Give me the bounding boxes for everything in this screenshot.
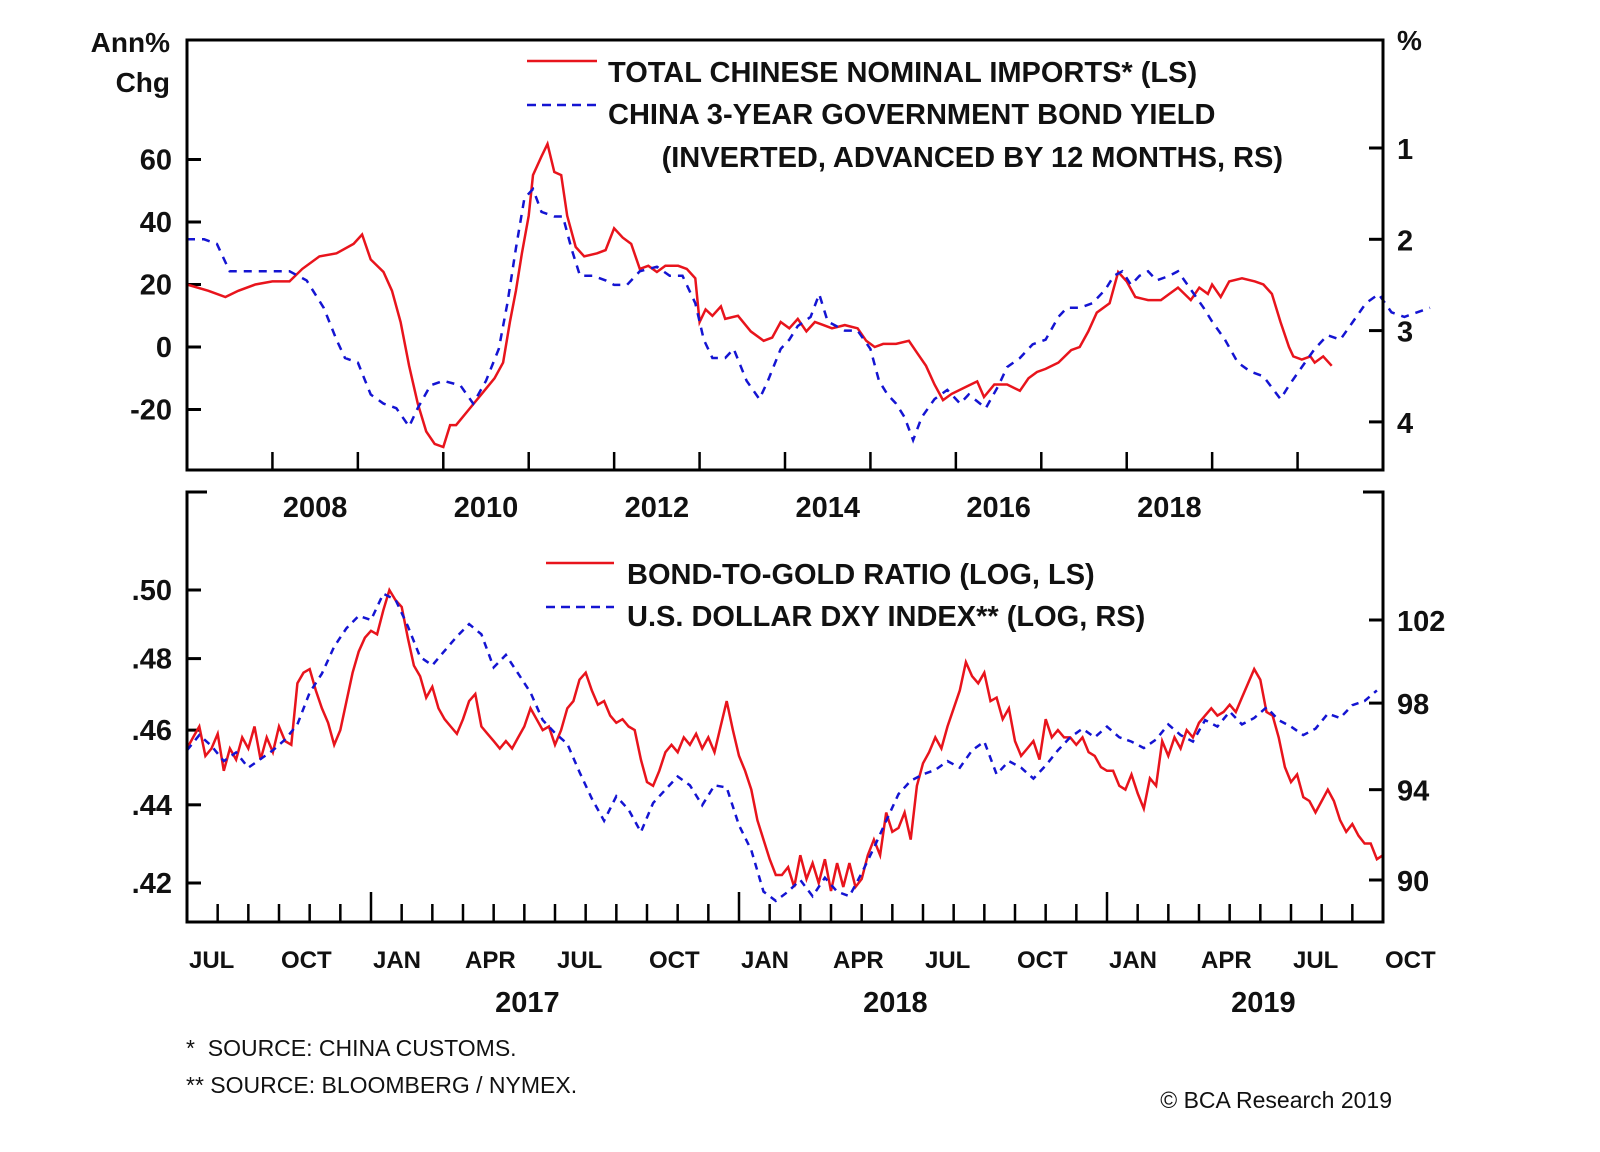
top-right-axis-label: % [1397,25,1422,56]
bottom-left-tick-label: .44 [132,790,172,822]
top-right-tick-label: 3 [1397,317,1413,349]
bottom-x-month-label: OCT [1385,947,1436,974]
legend-label-dxy: U.S. DOLLAR DXY INDEX** (LOG, RS) [627,601,1145,633]
top-plot-frame [185,38,1385,472]
bottom-x-axis-ticks [216,892,1354,922]
legend-label-imports: TOTAL CHINESE NOMINAL IMPORTS* (LS) [608,57,1197,89]
top-right-tick-label: 2 [1397,225,1413,257]
bottom-right-tick-label: 98 [1397,689,1429,721]
series-line-dxy-index [186,592,1378,903]
bottom-right-tick-label: 102 [1397,606,1445,638]
copyright: © BCA Research 2019 [1160,1087,1392,1113]
bottom-right-tick-label: 94 [1397,776,1429,808]
footnote-bloomberg: ** SOURCE: BLOOMBERG / NYMEX. [186,1072,577,1098]
bottom-x-month-label: JAN [373,947,421,974]
series-line-bond-to-gold-ratio [185,586,1384,892]
bottom-x-month-label: JUL [925,947,970,974]
bottom-x-year-label: 2018 [863,987,928,1019]
top-x-tick-label: 2012 [625,492,690,524]
bottom-plot-frame [185,490,1385,924]
top-right-axis-ticks: 1 2 3 4 [1369,134,1413,440]
bottom-left-tick-label: .50 [132,575,172,607]
top-left-tick-label: 0 [156,332,172,364]
top-right-tick-label: 1 [1397,134,1413,166]
top-left-tick-label: 40 [140,207,172,239]
bottom-left-tick-label: .48 [132,644,172,676]
bottom-x-month-label: JAN [1109,947,1157,974]
bottom-x-year-label: 2017 [495,987,560,1019]
bottom-x-axis-labels: JUL OCT JAN APR JUL OCT JAN APR JUL OCT JAN APR JUL O… [189,947,1436,1019]
bottom-x-month-label: OCT [649,947,700,974]
legend-label-bond-gold: BOND-TO-GOLD RATIO (LOG, LS) [627,559,1095,591]
top-left-axis-label-line2: Chg [116,67,170,98]
bottom-x-month-label: JUL [1293,947,1338,974]
bottom-left-tick-label: .42 [132,868,172,900]
bottom-legend: BOND-TO-GOLD RATIO (LOG, LS) U.S. DOLLAR… [546,559,1145,633]
top-x-tick-label: 2018 [1137,492,1202,524]
top-left-tick-label: 60 [140,145,172,177]
bottom-left-tick-label: .46 [132,715,172,747]
top-left-tick-label: -20 [130,395,172,427]
top-x-tick-label: 2014 [795,492,860,524]
top-x-axis-labels: 2008 2010 2012 2014 2016 2018 [283,492,1202,524]
bottom-x-month-label: APR [1201,947,1252,974]
bottom-right-axis-ticks: 102 98 94 90 [1369,606,1445,898]
top-x-axis-ticks [271,452,1299,470]
top-x-tick-label: 2008 [283,492,348,524]
top-x-tick-label: 2010 [454,492,519,524]
bottom-x-month-label: APR [465,947,516,974]
legend-label-bond-yield-line1: CHINA 3-YEAR GOVERNMENT BOND YIELD [608,99,1215,131]
bottom-x-month-label: JAN [741,947,789,974]
bottom-left-axis-ticks: .50 .48 .46 .44 .42 [132,575,201,900]
top-left-axis-label-line1: Ann% [91,27,170,58]
top-x-tick-label: 2016 [966,492,1031,524]
top-legend: TOTAL CHINESE NOMINAL IMPORTS* (LS) CHIN… [527,57,1283,174]
series-line-chinese-imports [186,140,1333,449]
top-right-tick-label: 4 [1397,408,1413,440]
bottom-right-tick-label: 90 [1397,866,1429,898]
footnote-china-customs: * SOURCE: CHINA CUSTOMS. [186,1035,517,1061]
bottom-x-year-label: 2019 [1231,987,1296,1019]
bottom-series-group [185,586,1384,903]
top-series-group [186,140,1431,449]
top-left-tick-label: 20 [140,270,172,302]
bottom-x-month-label: JUL [557,947,602,974]
legend-label-bond-yield-line2: (INVERTED, ADVANCED BY 12 MONTHS, RS) [662,142,1283,174]
top-left-axis-ticks: 60 40 20 0 -20 [130,145,201,427]
bottom-x-month-label: OCT [1017,947,1068,974]
series-line-china-3yr-bond-yield [187,186,1431,444]
bottom-x-month-label: JUL [189,947,234,974]
bottom-x-month-label: APR [833,947,884,974]
bottom-x-month-label: OCT [281,947,332,974]
